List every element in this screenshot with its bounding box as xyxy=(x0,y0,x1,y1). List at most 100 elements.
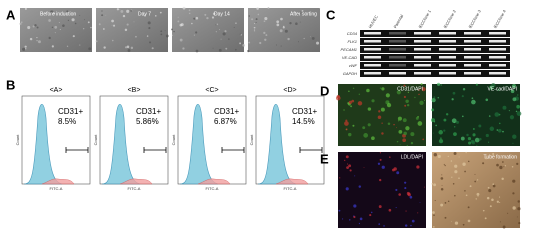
row-label: vWF xyxy=(349,63,358,68)
texture xyxy=(466,133,469,137)
texture xyxy=(127,49,131,53)
texture xyxy=(424,99,426,101)
texture xyxy=(517,94,519,96)
percent-label: 8.5% xyxy=(58,117,76,126)
texture xyxy=(316,41,320,45)
texture xyxy=(122,14,126,18)
histogram-sample xyxy=(197,178,231,185)
column-label: HUVEC xyxy=(367,14,378,29)
texture xyxy=(405,210,407,212)
texture xyxy=(491,83,496,88)
texture xyxy=(24,45,27,48)
texture xyxy=(469,185,472,188)
axis-label: Count xyxy=(249,134,254,146)
texture xyxy=(462,223,465,226)
texture xyxy=(517,207,521,211)
texture xyxy=(358,222,361,225)
texture xyxy=(363,133,369,138)
texture xyxy=(492,153,495,156)
image-caption: Before induction xyxy=(40,11,76,17)
texture xyxy=(443,163,445,165)
texture xyxy=(344,159,346,161)
texture xyxy=(74,22,77,25)
texture xyxy=(179,38,183,42)
gel-lane xyxy=(360,54,510,61)
image-caption: VE-cad/DAPI xyxy=(488,86,517,92)
texture xyxy=(79,44,81,46)
texture xyxy=(120,9,124,13)
texture xyxy=(177,16,179,18)
texture xyxy=(387,122,391,126)
texture xyxy=(171,34,173,36)
texture xyxy=(402,118,407,123)
axis-label: Count xyxy=(93,134,98,146)
texture xyxy=(410,132,415,137)
texture xyxy=(59,28,61,31)
gel-band xyxy=(464,64,481,67)
texture xyxy=(504,165,507,167)
texture xyxy=(396,90,401,95)
texture xyxy=(239,42,242,45)
texture xyxy=(82,28,85,30)
texture xyxy=(476,192,480,196)
texture xyxy=(126,45,130,49)
texture xyxy=(474,100,476,102)
texture xyxy=(472,128,475,130)
histogram xyxy=(101,103,167,185)
texture xyxy=(403,95,407,99)
texture xyxy=(438,130,443,135)
texture xyxy=(462,88,466,91)
texture xyxy=(381,165,385,169)
texture xyxy=(144,14,146,17)
texture xyxy=(146,35,149,37)
texture xyxy=(440,203,444,207)
texture xyxy=(431,108,435,112)
texture xyxy=(253,23,255,25)
texture xyxy=(90,26,92,29)
gel-band xyxy=(464,32,481,35)
texture xyxy=(406,191,410,196)
texture xyxy=(416,165,420,169)
texture xyxy=(27,25,31,30)
texture xyxy=(467,160,470,163)
texture xyxy=(25,48,27,50)
texture xyxy=(22,47,26,51)
texture xyxy=(452,91,456,95)
texture xyxy=(280,45,282,47)
texture xyxy=(389,156,391,158)
row-label: GAPDH xyxy=(343,71,357,76)
texture xyxy=(406,103,410,107)
texture xyxy=(381,122,383,124)
texture xyxy=(225,47,228,50)
texture xyxy=(508,110,510,112)
group-title: <D> xyxy=(283,87,296,94)
texture xyxy=(255,21,257,23)
texture xyxy=(393,167,397,171)
texture xyxy=(478,124,482,128)
texture xyxy=(454,170,458,174)
texture xyxy=(338,209,341,212)
texture xyxy=(124,28,128,32)
gel-band xyxy=(389,64,406,67)
texture xyxy=(350,105,352,108)
texture xyxy=(516,216,518,218)
texture xyxy=(102,28,105,30)
texture xyxy=(195,31,198,34)
texture xyxy=(103,46,106,49)
texture xyxy=(395,206,397,209)
fluorescence-image xyxy=(432,84,520,146)
texture xyxy=(409,195,413,199)
image-caption: Tube formation xyxy=(484,154,518,160)
texture xyxy=(369,214,372,217)
texture xyxy=(135,35,137,38)
texture xyxy=(492,183,495,186)
texture xyxy=(421,87,426,92)
micrograph xyxy=(248,8,320,52)
axis-label: Count xyxy=(171,134,176,146)
texture xyxy=(348,164,352,168)
texture xyxy=(353,204,357,208)
texture xyxy=(435,124,437,127)
texture xyxy=(503,166,505,168)
texture xyxy=(149,41,152,44)
texture xyxy=(467,219,471,223)
